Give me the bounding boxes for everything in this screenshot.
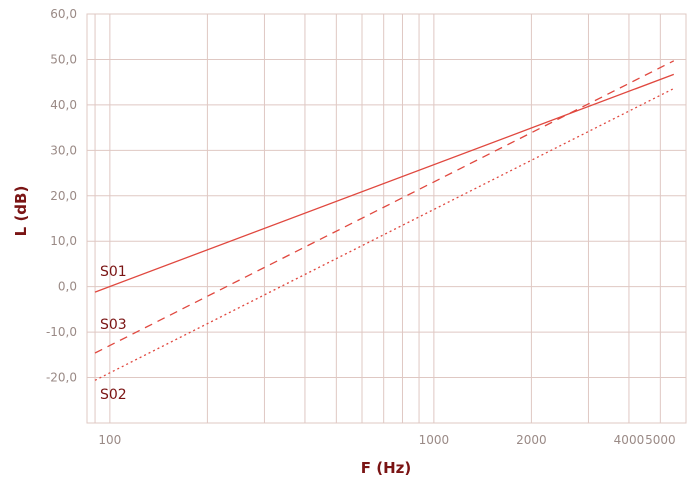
series-label-s02: S02 bbox=[100, 387, 127, 403]
x-tick-label: 2000 bbox=[516, 433, 547, 447]
y-tick-label: 0,0 bbox=[58, 280, 77, 294]
y-axis-ticks: -20,0 -10,0 0,0 10,0 20,0 30,0 40,0 50,0 60,0 bbox=[46, 7, 77, 385]
y-tick-label: 30,0 bbox=[50, 143, 77, 157]
grid bbox=[86, 13, 687, 424]
y-tick-label: 60,0 bbox=[50, 7, 77, 21]
y-tick-label: 50,0 bbox=[50, 52, 77, 66]
series-label-s03: S03 bbox=[100, 317, 127, 333]
x-tick-label: 1000 bbox=[419, 433, 450, 447]
series-line-s03 bbox=[94, 60, 675, 354]
x-tick-label: 4000 bbox=[614, 433, 645, 447]
series-line-s02 bbox=[94, 87, 675, 381]
plot-frame bbox=[86, 13, 687, 424]
y-axis-title: L (dB) bbox=[12, 186, 30, 237]
y-tick-label: -20,0 bbox=[46, 371, 77, 385]
x-axis-title: F (Hz) bbox=[361, 459, 411, 477]
y-tick-label: 40,0 bbox=[50, 98, 77, 112]
x-tick-label: 100 bbox=[98, 433, 121, 447]
y-tick-label: 10,0 bbox=[50, 234, 77, 248]
series-label-s01: S01 bbox=[100, 264, 127, 280]
x-tick-label: 5000 bbox=[645, 433, 676, 447]
series-lines bbox=[94, 60, 675, 381]
y-tick-label: -10,0 bbox=[46, 325, 77, 339]
y-tick-label: 20,0 bbox=[50, 189, 77, 203]
series-line-s01 bbox=[94, 73, 675, 293]
x-axis-ticks: 100 1000 2000 4000 5000 bbox=[98, 433, 675, 447]
